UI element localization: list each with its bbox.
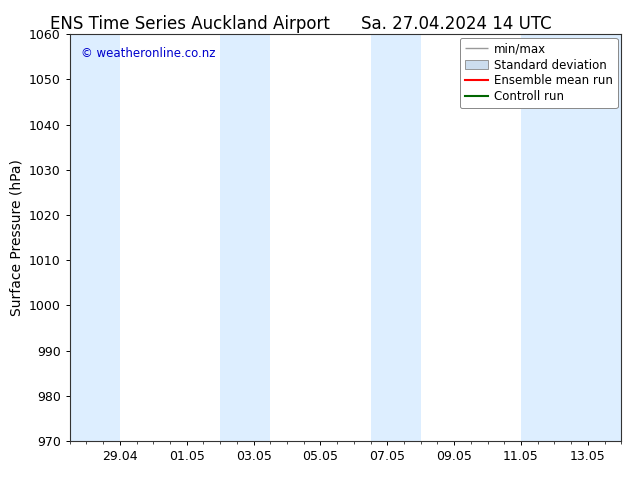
Bar [220,34,270,441]
Text: ENS Time Series Auckland Airport: ENS Time Series Auckland Airport [50,15,330,33]
Legend: min/max, Standard deviation, Ensemble mean run, Controll run: min/max, Standard deviation, Ensemble me… [460,38,618,108]
Bar [371,34,421,441]
Bar [70,34,120,441]
Bar [521,34,621,441]
Text: © weatheronline.co.nz: © weatheronline.co.nz [81,47,216,59]
Y-axis label: Surface Pressure (hPa): Surface Pressure (hPa) [10,159,23,316]
Text: Sa. 27.04.2024 14 UTC: Sa. 27.04.2024 14 UTC [361,15,552,33]
